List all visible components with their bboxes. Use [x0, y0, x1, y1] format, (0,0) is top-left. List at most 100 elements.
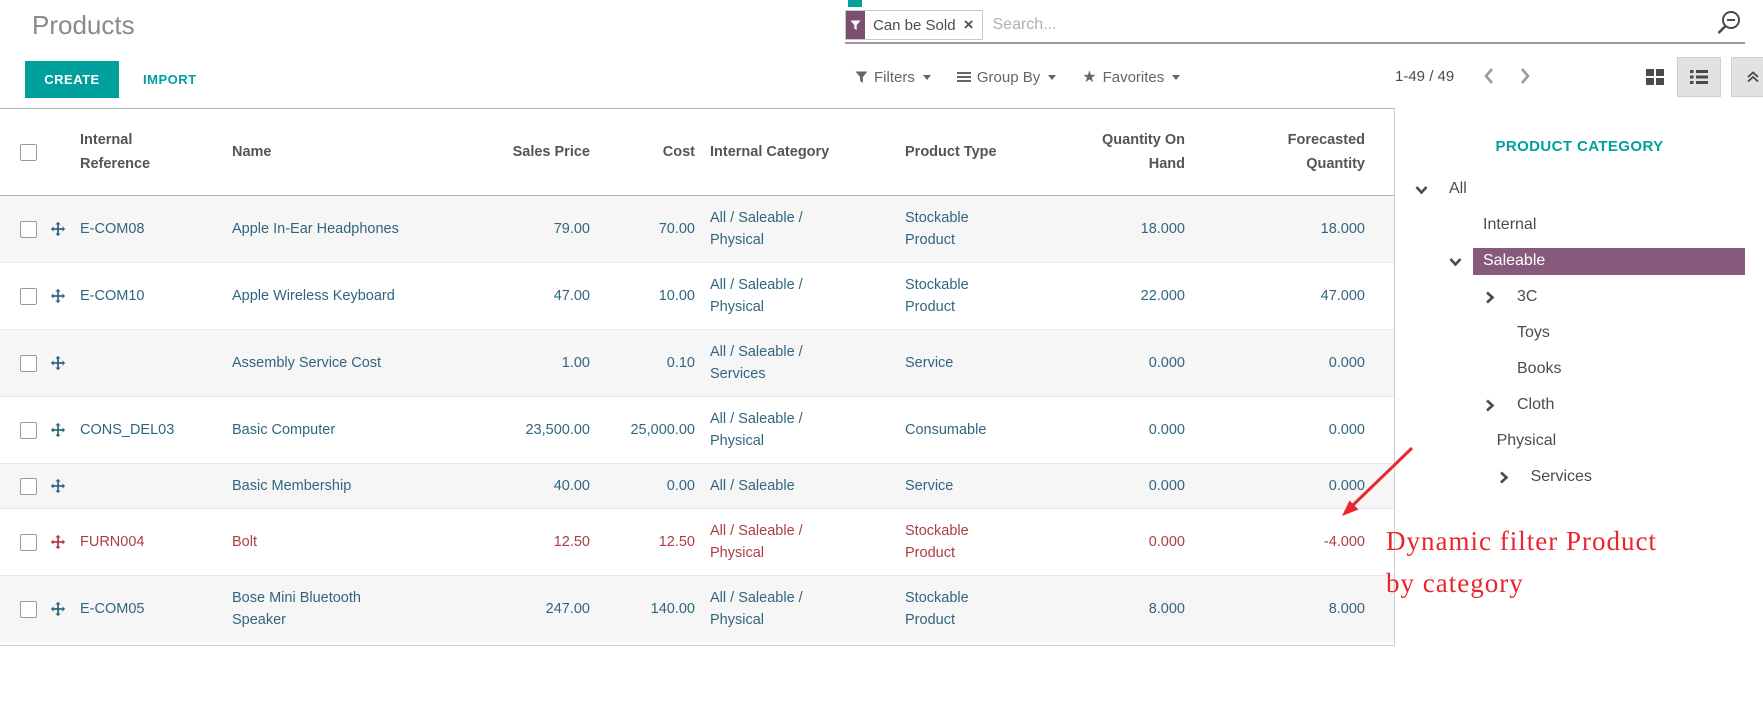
chevron-icon[interactable] [1482, 289, 1498, 305]
product-list-table: Internal Reference Name Sales Price Cost… [0, 108, 1395, 646]
category-tree-item[interactable]: All [1396, 171, 1763, 207]
cell-cost: 0.00 [666, 478, 695, 494]
cell-sales-price: 1.00 [561, 355, 590, 371]
group-by-dropdown[interactable]: Group By [956, 69, 1057, 86]
table-row[interactable]: Assembly Service Cost 1.00 0.10 All / Sa… [0, 329, 1394, 396]
funnel-icon [855, 71, 868, 83]
cell-cost: 25,000.00 [630, 422, 695, 438]
collapse-panel-button[interactable] [1731, 57, 1763, 97]
row-checkbox[interactable] [20, 354, 37, 372]
category-tree-item[interactable]: Services [1396, 459, 1763, 495]
cell-name: Basic Membership [232, 478, 352, 494]
category-tree-item[interactable]: Books [1396, 351, 1763, 387]
kanban-view-button[interactable] [1633, 57, 1677, 97]
column-header-sales-price[interactable]: Sales Price [512, 144, 590, 160]
category-tree-item[interactable]: Physical [1396, 423, 1763, 459]
filters-dropdown[interactable]: Filters [855, 69, 931, 86]
category-tree-item[interactable]: 3C [1396, 279, 1763, 315]
table-row[interactable]: Basic Membership 40.00 0.00 All / Saleab… [0, 463, 1394, 508]
annotation-line-1: Dynamic filter Product [1386, 526, 1657, 556]
row-checkbox[interactable] [20, 287, 37, 305]
table-row[interactable]: FURN004 Bolt 12.50 12.50 All / Saleable … [0, 508, 1394, 575]
table-row[interactable]: E-COM05 Bose Mini Bluetooth Speaker 247.… [0, 575, 1394, 642]
cell-forecasted-quantity: 47.000 [1320, 288, 1365, 304]
facet-remove-icon[interactable]: × [963, 15, 974, 34]
chevron-icon [1462, 433, 1478, 449]
cell-forecasted-quantity: -4.000 [1323, 534, 1365, 550]
row-checkbox[interactable] [20, 533, 37, 551]
cell-internal-reference: E-COM10 [80, 288, 145, 304]
chevron-icon[interactable] [1448, 253, 1464, 269]
create-button[interactable]: CREATE [25, 61, 119, 98]
row-checkbox[interactable] [20, 477, 37, 495]
cell-quantity-on-hand: 0.000 [1148, 534, 1185, 550]
drag-handle-icon[interactable] [50, 534, 66, 550]
drag-handle-icon[interactable] [50, 288, 66, 304]
cell-sales-price: 79.00 [553, 221, 590, 237]
row-checkbox[interactable] [20, 220, 37, 238]
table-row[interactable]: E-COM10 Apple Wireless Keyboard 47.00 10… [0, 262, 1394, 329]
column-header-internal-reference[interactable]: Internal Reference [80, 132, 151, 172]
cell-internal-reference: FURN004 [80, 534, 145, 550]
select-all-checkbox[interactable] [20, 143, 37, 161]
cell-product-type: Consumable [905, 422, 987, 438]
column-header-name[interactable]: Name [232, 144, 272, 160]
filters-label: Filters [874, 68, 915, 86]
cell-sales-price: 247.00 [545, 601, 590, 617]
page-title: Products [32, 10, 135, 40]
column-header-forecasted-quantity[interactable]: Forecasted Quantity [1287, 132, 1365, 172]
favorites-dropdown[interactable]: ★ Favorites [1082, 67, 1181, 87]
chevron-icon [1482, 325, 1498, 341]
row-checkbox[interactable] [20, 421, 37, 439]
category-tree-item[interactable]: Cloth [1396, 387, 1763, 423]
table-row[interactable]: E-COM08 Apple In-Ear Headphones 79.00 70… [0, 196, 1394, 262]
cell-internal-reference [80, 475, 232, 497]
filter-facet-icon [846, 11, 865, 39]
cell-cost: 10.00 [658, 288, 695, 304]
import-button[interactable]: IMPORT [143, 61, 197, 98]
cell-forecasted-quantity: 0.000 [1328, 478, 1365, 494]
category-tree: All Internal Saleable 3C Toys [1396, 171, 1763, 495]
search-input[interactable] [992, 16, 1715, 34]
category-label: Internal [1483, 215, 1537, 233]
search-magnifier-icon[interactable] [1715, 10, 1741, 41]
drag-handle-icon[interactable] [50, 221, 66, 237]
list-view-button[interactable] [1677, 57, 1721, 97]
cell-cost: 0.10 [666, 355, 695, 371]
drag-handle-icon[interactable] [50, 601, 66, 617]
chevron-down-icon [922, 74, 931, 80]
chevron-icon[interactable] [1414, 181, 1430, 197]
cell-name: Bose Mini Bluetooth Speaker [232, 590, 361, 628]
cell-name: Apple Wireless Keyboard [232, 288, 395, 304]
table-row[interactable]: CONS_DEL03 Basic Computer 23,500.00 25,0… [0, 396, 1394, 463]
menu-highlight-fragment [848, 0, 862, 7]
drag-handle-icon[interactable] [50, 355, 66, 371]
drag-handle-icon[interactable] [50, 478, 66, 494]
row-checkbox[interactable] [20, 600, 37, 618]
cell-product-type: Service [905, 478, 954, 494]
star-icon: ★ [1082, 69, 1097, 86]
column-header-internal-category[interactable]: Internal Category [710, 144, 830, 160]
category-tree-item[interactable]: Toys [1396, 315, 1763, 351]
column-header-product-type[interactable]: Product Type [905, 144, 997, 160]
category-tree-item[interactable]: Saleable [1396, 243, 1763, 279]
table-header-row: Internal Reference Name Sales Price Cost… [0, 109, 1394, 196]
cell-product-type: Stockable Product [905, 523, 969, 561]
chevron-icon[interactable] [1496, 469, 1512, 485]
chevron-icon[interactable] [1482, 397, 1498, 413]
search-facet: Can be Sold × [845, 10, 983, 40]
column-header-cost[interactable]: Cost [662, 144, 695, 160]
cell-quantity-on-hand: 0.000 [1148, 422, 1185, 438]
category-tree-item[interactable]: Internal [1396, 207, 1763, 243]
cell-internal-category: All / Saleable / Physical [710, 590, 803, 628]
pager-previous-icon[interactable] [1482, 67, 1496, 85]
category-label: Cloth [1517, 395, 1555, 413]
product-category-title: PRODUCT CATEGORY [1495, 138, 1664, 155]
annotation-text: Dynamic filter Product by category [1386, 520, 1657, 604]
pager-next-icon[interactable] [1518, 67, 1532, 85]
drag-handle-icon[interactable] [50, 422, 66, 438]
category-label: Toys [1517, 323, 1550, 341]
column-header-quantity-on-hand[interactable]: Quantity On Hand [1102, 132, 1185, 172]
cell-sales-price: 40.00 [553, 478, 590, 494]
cell-internal-reference: E-COM05 [80, 601, 145, 617]
